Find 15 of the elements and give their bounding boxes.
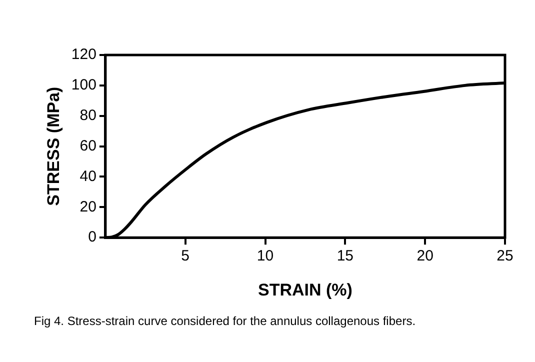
y-tick-label: 0 bbox=[88, 228, 96, 246]
x-tick-label: 20 bbox=[416, 248, 434, 265]
y-tick-label: 120 bbox=[71, 46, 96, 64]
y-tick-label: 20 bbox=[80, 198, 96, 216]
x-tick-label: 10 bbox=[256, 248, 274, 265]
x-axis-title: STRAIN (%) bbox=[258, 280, 352, 300]
x-tick-label: 5 bbox=[181, 248, 190, 265]
y-tick-label: 80 bbox=[80, 107, 96, 124]
y-tick-label: 100 bbox=[71, 76, 96, 94]
x-tick-label: 25 bbox=[496, 248, 514, 265]
caption: Fig 4. Stress-strain curve considered for the annulus collagenous fibers. bbox=[34, 314, 416, 328]
x-tick-label: 15 bbox=[336, 248, 354, 265]
y-axis-title: STRESS (MPa) bbox=[44, 86, 63, 206]
y-tick-label: 60 bbox=[80, 137, 96, 154]
y-tick-label: 40 bbox=[80, 168, 96, 185]
